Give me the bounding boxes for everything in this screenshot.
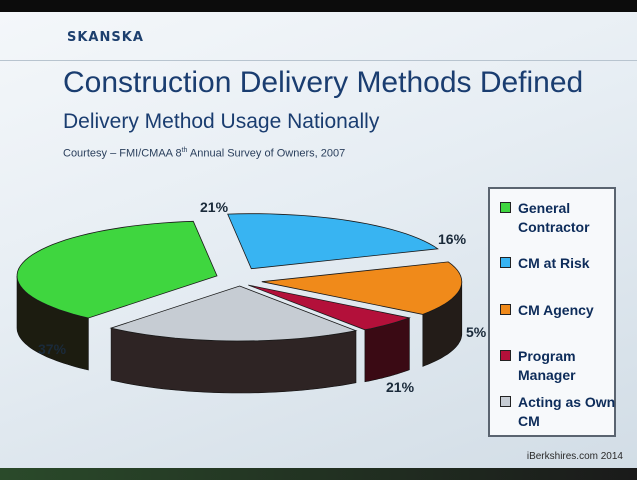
source-suffix: Annual Survey of Owners, 2007 <box>187 147 346 160</box>
pie-slice-cm-agency <box>261 261 463 315</box>
legend-label: CM at Risk <box>518 255 590 271</box>
data-label-general-contractor: 37% <box>38 341 67 357</box>
slide-subtitle: Delivery Method Usage Nationally <box>63 110 380 133</box>
data-label-program-manager: 5% <box>466 324 487 340</box>
legend-swatch <box>500 350 511 361</box>
pie-slice-acting-as-own-cm <box>109 285 358 342</box>
header-rule <box>0 60 637 61</box>
source-prefix: Courtesy – FMI/CMAA 8 <box>63 147 182 160</box>
data-label-cm-agency: 16% <box>438 231 467 247</box>
brand-logo-text: SKANSKA <box>67 30 144 45</box>
legend-label: Acting as Own CM <box>518 394 616 429</box>
pie-slice-program-manager <box>248 284 411 331</box>
pie-slice-general-contractor <box>16 220 218 319</box>
photo-credit: iBerkshires.com 2014 <box>526 451 623 462</box>
legend-label: CM Agency <box>518 302 594 318</box>
slide: SKANSKA Construction Delivery Methods De… <box>0 12 637 468</box>
pie-slice-cm-at-risk <box>227 213 439 270</box>
slide-title: Construction Delivery Methods Defined <box>63 66 584 99</box>
screen-bottom-band <box>0 468 637 480</box>
legend-label: General Contractor <box>518 200 590 235</box>
legend-swatch <box>500 396 511 407</box>
legend-swatch <box>500 304 511 315</box>
legend-swatch <box>500 202 511 213</box>
chart-legend: General Contractor CM at Risk CM Agency … <box>488 187 616 437</box>
data-label-acting-as-own-cm: 21% <box>386 379 415 395</box>
pie-chart: 37% 21% 16% 5% 21% <box>16 199 487 395</box>
source-superscript: th <box>181 147 188 154</box>
data-label-cm-at-risk: 21% <box>200 199 229 215</box>
legend-swatch <box>500 257 511 268</box>
legend-label: Program Manager <box>518 348 576 383</box>
source-citation: Courtesy – FMI/CMAA 8th Annual Survey of… <box>63 147 345 160</box>
